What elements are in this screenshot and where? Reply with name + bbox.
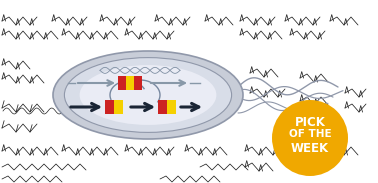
Ellipse shape bbox=[53, 51, 243, 139]
FancyBboxPatch shape bbox=[126, 76, 134, 90]
Ellipse shape bbox=[80, 65, 216, 125]
Text: OF THE: OF THE bbox=[289, 129, 331, 139]
FancyBboxPatch shape bbox=[118, 76, 126, 90]
Circle shape bbox=[272, 100, 348, 176]
Ellipse shape bbox=[64, 58, 232, 132]
Text: PICK: PICK bbox=[294, 115, 325, 128]
FancyBboxPatch shape bbox=[114, 100, 123, 114]
Text: WEEK: WEEK bbox=[291, 141, 329, 154]
FancyBboxPatch shape bbox=[158, 100, 167, 114]
FancyBboxPatch shape bbox=[167, 100, 176, 114]
FancyBboxPatch shape bbox=[134, 76, 142, 90]
FancyBboxPatch shape bbox=[105, 100, 114, 114]
